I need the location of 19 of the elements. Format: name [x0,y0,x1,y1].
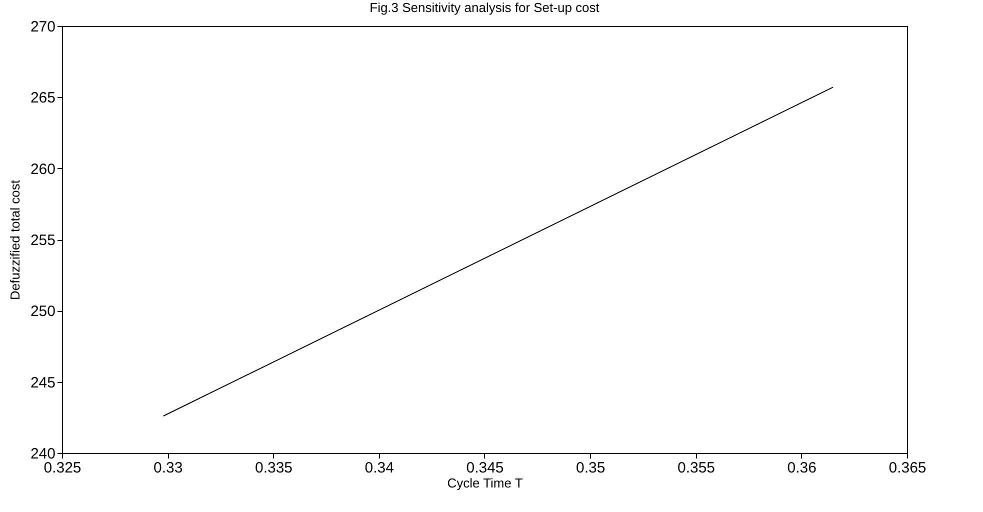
y-tick-label: 240 [30,446,56,462]
x-tick-label: 0.345 [466,460,504,476]
y-tick-label: 245 [30,374,56,392]
x-axis-title: Cycle Time T [447,476,523,490]
x-tick-label: 0.355 [677,460,716,476]
x-tick-label: 0.335 [254,460,293,476]
y-tick-label: 270 [30,18,56,36]
x-tick-label: 0.365 [888,460,926,476]
chart-title: Fig.3 Sensitivity analysis for Set-up cost [370,0,600,15]
x-tick-label: 0.35 [576,460,606,476]
y-tick-label: 260 [30,160,56,178]
x-tick-label: 0.36 [787,460,816,476]
y-tick-label: 265 [30,90,56,107]
y-tick-label: 250 [30,303,56,320]
x-tick-label: 0.325 [44,460,82,476]
x-tick-label: 0.34 [364,460,394,476]
y-axis-title: Defuzzified total cost [7,180,22,300]
y-tick-label: 255 [30,232,56,249]
x-tick-label: 0.33 [154,460,183,476]
